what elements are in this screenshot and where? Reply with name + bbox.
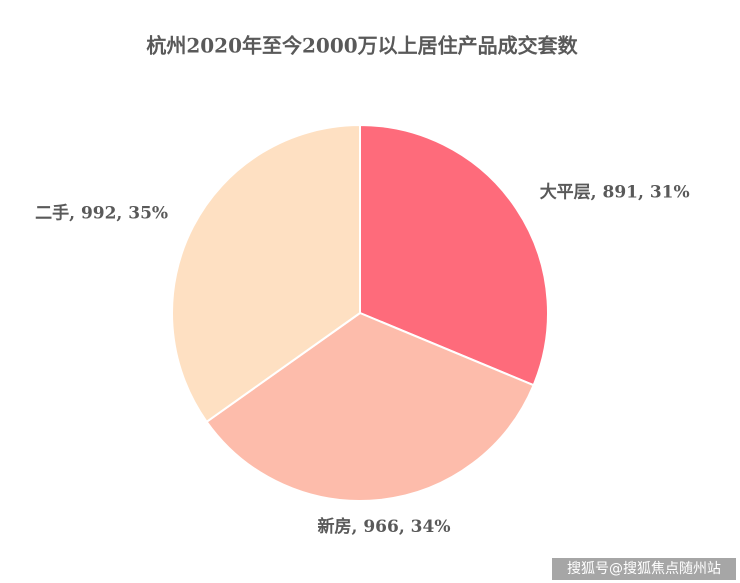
slice-label: 大平层, 891, 31%	[540, 182, 690, 203]
pie-slice	[171, 123, 361, 424]
chart-title: 杭州2020年至今2000万以上居住产品成交套数	[146, 34, 578, 58]
slice-label: 二手, 992, 35%	[35, 202, 168, 223]
watermark-bg	[552, 558, 736, 580]
slice-label: 新房, 966, 34%	[318, 516, 451, 537]
watermark: 搜狐号@搜狐焦点随州站	[567, 561, 721, 577]
pie-slice	[205, 311, 535, 502]
pie-slice	[359, 123, 549, 387]
